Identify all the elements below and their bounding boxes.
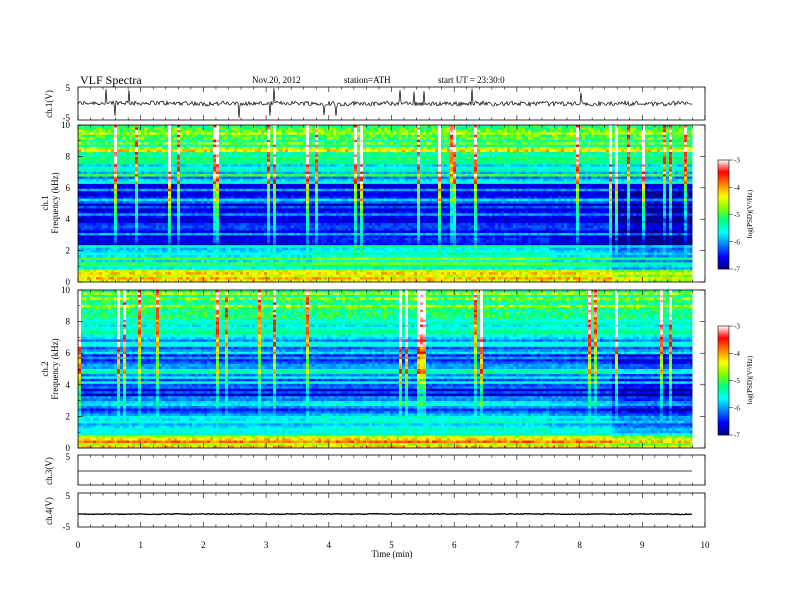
x-tick-label-1: 1 <box>138 540 143 550</box>
ch2-freq-ytick-3: 6 <box>66 348 71 358</box>
ch1-colorbar-label: log(PSD)(V²/Hz) <box>746 189 754 238</box>
x-tick-label-7: 7 <box>515 540 520 550</box>
ch1-colorbar-tick-1: -4 <box>734 184 740 192</box>
ch4-ytick-top: 5 <box>66 491 71 501</box>
ch1-spectrogram-image <box>78 125 705 282</box>
ch2-freq-ytick-1: 2 <box>66 411 71 421</box>
ch1-colorbar-tick-3: -6 <box>734 238 740 246</box>
ch4-ytick-bottom: -5 <box>63 522 71 532</box>
ch1-frequency-label: Frequency (kHz) <box>50 172 60 233</box>
ch2-freq-ytick-2: 4 <box>66 380 71 390</box>
header-date: Nov.20, 2012 <box>252 75 301 85</box>
ch1-colorbar-ticks: -3 -4 -5 -6 -7 <box>729 157 740 274</box>
ch1-colorbar-tick-0: -3 <box>734 157 740 165</box>
x-tick-label-9: 9 <box>640 540 645 550</box>
ch4-waveform-line <box>78 514 692 515</box>
ch1-freq-ytick-3: 6 <box>66 183 71 193</box>
ch2-channel-label: ch.2 <box>40 361 50 376</box>
ch1-channel-label: ch.1 <box>40 195 50 210</box>
x-tick-label-6: 6 <box>452 540 457 550</box>
ch2-freq-ytick-5: 10 <box>61 285 71 295</box>
ch4-waveform-panel: 5 -5 ch.4(V) <box>44 491 705 532</box>
ch1-ytick-top: 5 <box>66 83 71 93</box>
ch3-ylabel: ch.3(V) <box>44 457 54 485</box>
x-tick-label-8: 8 <box>577 540 582 550</box>
header-start-time: start UT = 23:30:0 <box>438 75 505 85</box>
ch1-freq-ytick-1: 2 <box>66 246 71 256</box>
ch2-colorbar-tick-1: -4 <box>734 350 740 358</box>
x-tick-label-0: 0 <box>76 540 81 550</box>
x-tick-label-10: 10 <box>701 540 711 550</box>
ch3-ytick-top: 5 <box>66 452 71 462</box>
header-station: station=ATH <box>344 75 391 85</box>
ch2-colorbar-tick-0: -3 <box>734 323 740 331</box>
ch2-colorbar-label: log(PSD)(V²/Hz) <box>746 355 754 404</box>
ch2-freq-ytick-4: 8 <box>66 317 71 327</box>
ch2-colorbar: -3 -4 -5 -6 -7 log(PSD)(V²/Hz) <box>718 323 754 440</box>
x-tick-label-3: 3 <box>264 540 269 550</box>
ch2-colorbar-ticks: -3 -4 -5 -6 -7 <box>729 323 740 440</box>
ch1-waveform-panel: 5 -5 ch.1(V) <box>44 83 705 123</box>
ch1-ylabel: ch.1(V) <box>44 90 54 118</box>
ch2-colorbar-tick-3: -6 <box>734 404 740 412</box>
ch1-waveform-line <box>78 88 692 118</box>
ch1-freq-ytick-2: 4 <box>66 214 71 224</box>
x-tick-label-2: 2 <box>201 540 206 550</box>
ch2-frequency-label: Frequency (kHz) <box>50 338 60 399</box>
ch2-colorbar-tick-2: -5 <box>734 377 740 385</box>
ch4-ylabel: ch.4(V) <box>44 497 54 525</box>
vlf-spectra-figure: VLF Spectra Nov.20, 2012 station=ATH sta… <box>0 0 792 612</box>
ch1-colorbar-tick-4: -7 <box>734 266 740 274</box>
ch2-spectrogram-image <box>78 290 705 448</box>
ch1-colorbar: -3 -4 -5 -6 -7 log(PSD)(V²/Hz) <box>718 157 754 274</box>
x-tick-label-4: 4 <box>327 540 332 550</box>
figure-title: VLF Spectra <box>80 73 142 87</box>
ch3-waveform-panel: 5 ch.3(V) <box>44 452 705 485</box>
ch2-colorbar-tick-4: -7 <box>734 432 740 440</box>
ch1-freq-ytick-5: 10 <box>61 120 71 130</box>
x-axis-label: Time (min) <box>372 549 413 559</box>
ch1-colorbar-tick-2: -5 <box>734 211 740 219</box>
ch1-freq-ytick-4: 8 <box>66 151 71 161</box>
